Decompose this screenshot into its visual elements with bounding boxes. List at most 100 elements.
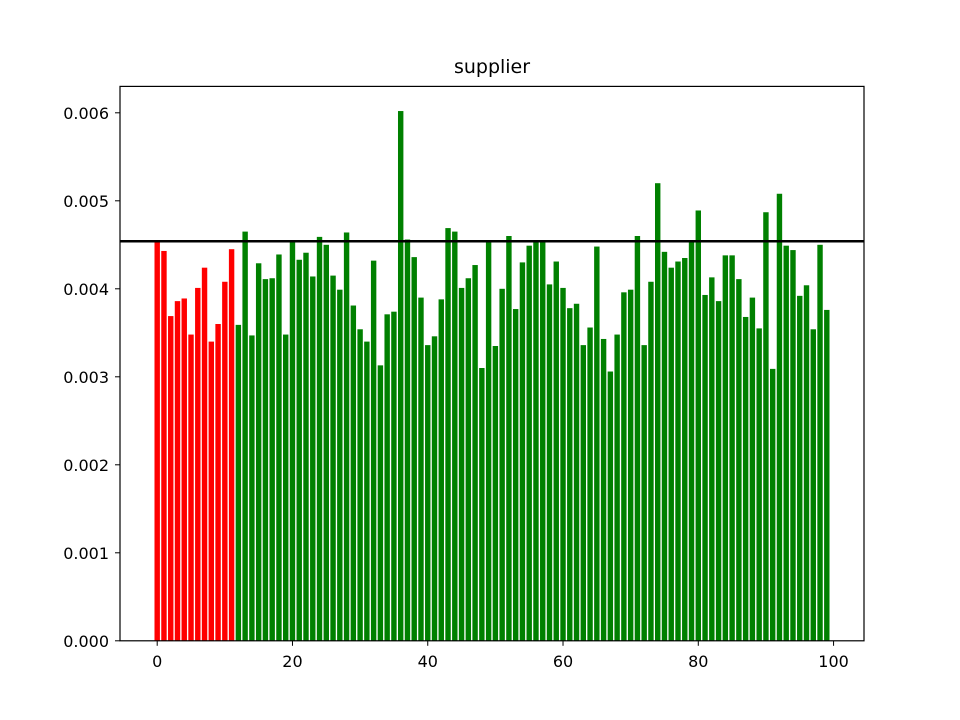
bar-84 [722, 255, 729, 641]
bar-55 [526, 245, 532, 641]
bar-58 [546, 284, 553, 641]
bar-13 [242, 231, 248, 641]
plot-frame [119, 85, 865, 642]
bar-14 [249, 335, 255, 641]
bar-48 [479, 368, 485, 641]
bar-85 [729, 255, 735, 641]
bar-11 [228, 249, 235, 641]
bar-95 [797, 295, 803, 641]
bar-61 [567, 308, 573, 641]
y-tick-label: 0.001 [63, 544, 109, 563]
bar-51 [499, 288, 505, 641]
bar-29 [350, 305, 357, 641]
bar-76 [668, 267, 674, 641]
bar-23 [310, 276, 316, 641]
bar-82 [709, 277, 715, 641]
bar-78 [682, 258, 688, 641]
bar-35 [391, 311, 397, 641]
bar-41 [431, 336, 438, 641]
bar-57 [540, 242, 546, 641]
bar-42 [438, 299, 444, 641]
bar-9 [215, 324, 221, 641]
bar-88 [749, 297, 756, 641]
x-tick-label: 100 [818, 652, 849, 671]
bar-70 [627, 289, 634, 641]
y-axis: 0.000 0.001 0.002 0.003 0.004 0.005 0.006 [63, 104, 120, 651]
bar-63 [580, 345, 587, 641]
bar-43 [445, 228, 451, 641]
bar-96 [803, 285, 810, 641]
bar-93 [783, 245, 789, 641]
bar-25 [323, 244, 329, 641]
bar-20 [289, 241, 296, 641]
y-tick-label: 0.002 [63, 456, 109, 475]
bar-75 [661, 251, 668, 641]
bar-3 [174, 301, 181, 641]
bar-52 [506, 236, 512, 641]
bar-0 [154, 241, 160, 641]
bar-5 [188, 334, 194, 641]
bar-17 [269, 278, 275, 641]
bar-36 [397, 111, 404, 641]
bar-89 [756, 328, 762, 641]
x-tick-label: 0 [152, 652, 162, 671]
bar-74 [655, 183, 661, 641]
y-tick-label: 0.000 [63, 632, 109, 651]
bar-32 [370, 260, 377, 641]
bar-69 [621, 292, 627, 641]
x-axis: 0 20 40 60 80 100 [152, 640, 849, 671]
bar-91 [769, 368, 776, 641]
bar-94 [790, 250, 796, 641]
bar-97 [810, 329, 816, 641]
bar-6 [195, 287, 201, 641]
bar-39 [418, 297, 424, 641]
bar-66 [600, 338, 607, 641]
bar-26 [330, 275, 336, 641]
bar-38 [411, 257, 417, 641]
x-tick-label: 60 [553, 652, 573, 671]
bar-71 [634, 236, 641, 641]
bar-2 [168, 316, 174, 641]
bar-59 [553, 261, 559, 641]
bar-15 [255, 263, 262, 641]
bar-34 [384, 314, 390, 641]
y-tick-label: 0.006 [63, 104, 109, 123]
bar-65 [594, 246, 600, 641]
bar-62 [573, 303, 580, 641]
bar-8 [208, 341, 215, 641]
x-tick-label: 40 [418, 652, 438, 671]
bar-83 [715, 301, 722, 641]
bar-49 [485, 241, 492, 641]
bar-67 [607, 371, 614, 641]
bar-40 [425, 345, 431, 641]
bar-87 [742, 316, 749, 641]
bar-22 [303, 252, 309, 641]
bar-19 [283, 334, 289, 641]
bar-10 [222, 281, 228, 641]
bar-68 [614, 334, 620, 641]
bar-18 [276, 254, 282, 641]
y-tick-label: 0.003 [63, 368, 109, 387]
bar-28 [343, 232, 350, 641]
bar-56 [533, 241, 539, 641]
bar-7 [201, 267, 208, 641]
bar-46 [465, 278, 472, 641]
bar-92 [776, 193, 783, 641]
bar-27 [337, 289, 343, 641]
bar-33 [377, 365, 384, 641]
bar-4 [181, 298, 187, 641]
bar-1 [161, 250, 167, 641]
bar-60 [560, 287, 566, 641]
bar-31 [364, 341, 370, 641]
bar-72 [641, 345, 647, 641]
bar-50 [492, 346, 499, 641]
bar-12 [235, 324, 242, 641]
bar-54 [519, 262, 526, 641]
bars-group [154, 111, 830, 641]
bar-30 [357, 329, 363, 641]
x-tick-label: 80 [688, 652, 708, 671]
bar-24 [316, 236, 323, 641]
bar-37 [404, 239, 411, 641]
bar-99 [824, 309, 830, 641]
